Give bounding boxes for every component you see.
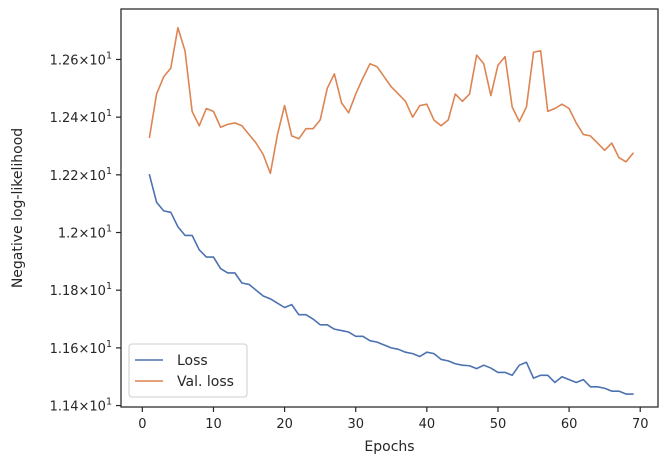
- series-lines: [148, 26, 634, 395]
- y-tick-label: 1.16×101: [50, 339, 112, 357]
- plot-frame: [120, 8, 659, 408]
- x-tick-label: 40: [419, 417, 436, 432]
- y-tick-label: 1.18×101: [50, 281, 112, 299]
- x-tick-label: 50: [490, 417, 507, 432]
- series-line-1: [148, 174, 634, 395]
- x-tick-label: 10: [205, 417, 222, 432]
- y-tick-label: 1.14×101: [50, 397, 112, 415]
- legend-label-2: Val. loss: [177, 374, 234, 390]
- y-axis-label: Negative log-likelihood: [10, 128, 26, 288]
- legend-box: [128, 343, 248, 398]
- x-axis-label: Epochs: [364, 439, 414, 455]
- y-tick-label: 1.2×101: [58, 224, 112, 242]
- x-axis-ticks: 0 10 20 30 40 50 60 70: [138, 407, 648, 432]
- x-tick-label: 70: [632, 417, 649, 432]
- x-tick-label: 20: [276, 417, 293, 432]
- legend: Loss Val. loss: [128, 343, 248, 398]
- legend-label-1: Loss: [177, 353, 208, 369]
- x-tick-label: 30: [347, 417, 364, 432]
- y-tick-label: 1.26×101: [50, 50, 112, 68]
- y-tick-label: 1.22×101: [50, 166, 112, 184]
- x-tick-label: 0: [138, 417, 146, 432]
- series-line-2: [148, 26, 634, 175]
- y-tick-label: 1.24×101: [50, 108, 112, 126]
- y-axis-ticks: 1.14×101 1.16×101 1.18×101 1.2×101 1.22×101 1…: [50, 50, 121, 415]
- x-tick-label: 60: [561, 417, 578, 432]
